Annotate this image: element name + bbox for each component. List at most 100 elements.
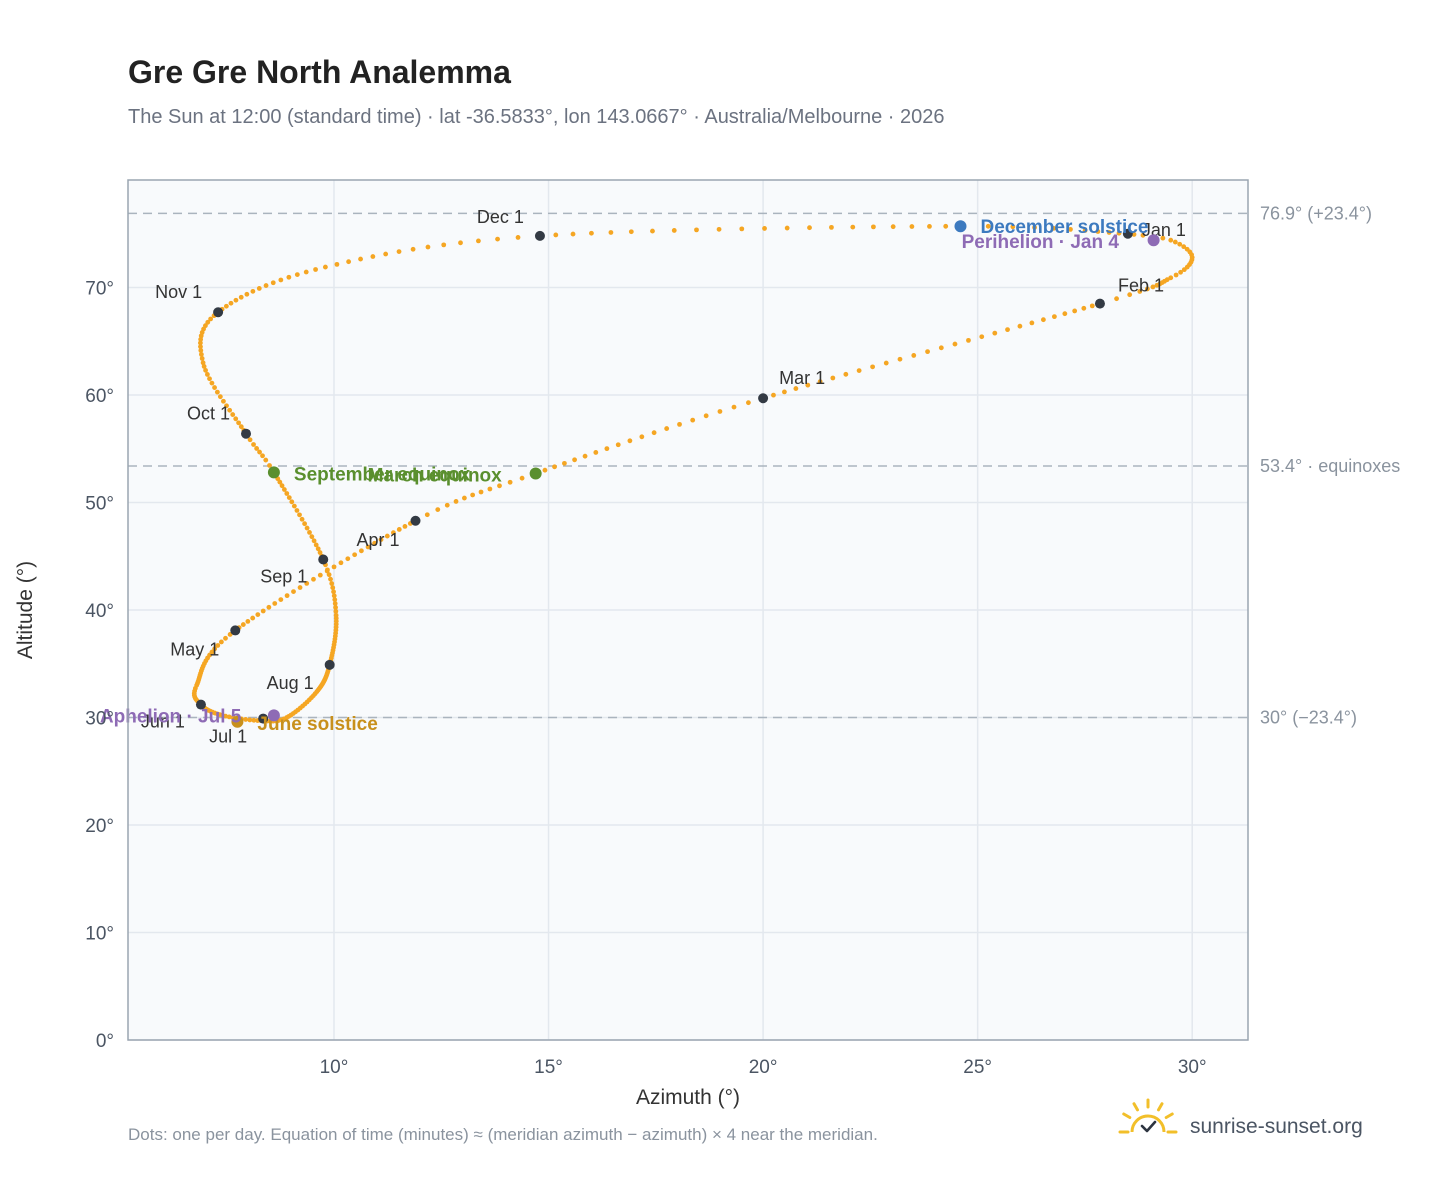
footnote: Dots: one per day. Equation of time (min… xyxy=(128,1125,878,1144)
daily-sun-dot xyxy=(384,533,390,539)
daily-sun-dot xyxy=(1114,296,1119,302)
daily-sun-dot xyxy=(240,622,246,627)
daily-sun-dot xyxy=(250,288,256,294)
daily-sun-dot xyxy=(911,353,917,358)
daily-sun-dot xyxy=(297,585,303,590)
daily-sun-dot xyxy=(570,231,576,237)
daily-sun-dot xyxy=(1150,284,1156,290)
month-markers: Jan 1 Feb 1 Mar 1 Apr 1 May 1 Jun 1 Jul 1 Aug 1… xyxy=(141,207,1186,747)
daily-sun-dot xyxy=(850,224,856,230)
daily-sun-dot xyxy=(830,375,836,381)
daily-sun-dot xyxy=(309,534,315,540)
daily-sun-dot xyxy=(223,713,229,719)
daily-sun-dot xyxy=(313,542,319,548)
daily-sun-dot xyxy=(297,512,302,518)
month-label: Aug 1 xyxy=(267,673,314,693)
daily-sun-dot xyxy=(871,224,876,230)
daily-sun-dot xyxy=(927,223,932,229)
y-axis-label: Altitude (°) xyxy=(14,561,37,659)
daily-sun-dot xyxy=(664,426,670,431)
daily-sun-dot xyxy=(358,256,363,262)
daily-sun-dot xyxy=(739,226,745,232)
y-axis-ticks: 0° 10° 20° 30° 40° 50° 60° 70° xyxy=(85,279,114,1053)
daily-sun-dot xyxy=(331,589,336,595)
daily-sun-dot xyxy=(345,556,351,562)
daily-sun-dot xyxy=(628,229,634,235)
daily-sun-dot xyxy=(304,525,310,531)
daily-sun-dot xyxy=(793,386,799,391)
daily-sun-dot xyxy=(328,576,333,582)
daily-sun-dot xyxy=(204,372,210,377)
daily-sun-dot xyxy=(334,261,340,267)
month-marker xyxy=(758,393,769,404)
daily-sun-dot xyxy=(992,330,998,336)
daily-sun-dot xyxy=(278,277,284,283)
daily-sun-dot xyxy=(332,597,338,603)
daily-sun-dot xyxy=(207,376,212,382)
sun-ray xyxy=(1157,1102,1164,1112)
daily-sun-dot xyxy=(938,345,944,351)
daily-sun-dot xyxy=(233,416,239,422)
daily-sun-dot xyxy=(1082,228,1088,233)
daily-sun-dot xyxy=(1181,267,1187,273)
daily-sun-dot xyxy=(263,283,269,288)
daily-sun-dot xyxy=(256,286,262,291)
daily-sun-dot xyxy=(615,442,621,448)
daily-sun-dot xyxy=(703,413,709,419)
daily-sun-dot xyxy=(250,615,256,621)
daily-sun-dot xyxy=(1095,229,1101,234)
event-label: March equinox xyxy=(368,465,503,486)
daily-sun-dot xyxy=(771,392,776,398)
daily-sun-dot xyxy=(1137,289,1143,294)
daily-sun-dot xyxy=(453,499,459,504)
month-label: Jun 1 xyxy=(141,712,185,732)
daily-sun-dot xyxy=(1178,269,1183,275)
daily-sun-dot xyxy=(224,403,229,409)
daily-sun-dot xyxy=(212,385,217,390)
daily-sun-dot xyxy=(396,249,402,255)
y-tick-label: 70° xyxy=(85,279,114,300)
event-label: December solstice xyxy=(980,217,1148,238)
daily-sun-dot xyxy=(317,550,323,555)
daily-sun-dot xyxy=(651,430,657,436)
daily-sun-dot xyxy=(1062,311,1068,317)
daily-sun-dot xyxy=(694,227,699,233)
daily-sun-dot xyxy=(338,560,344,566)
daily-sun-dot xyxy=(251,442,256,447)
x-tick-label: 10° xyxy=(320,1057,349,1078)
event-marker xyxy=(954,220,967,233)
daily-sun-dot xyxy=(330,585,336,591)
daily-sun-dot xyxy=(251,717,257,723)
y-tick-label: 10° xyxy=(85,924,114,945)
month-label: Jul 1 xyxy=(209,727,247,747)
daily-sun-dot xyxy=(244,291,250,297)
y-tick-label: 0° xyxy=(96,1031,114,1052)
daily-sun-dot xyxy=(604,446,610,452)
daily-sun-dot xyxy=(1131,232,1137,237)
daily-sun-dot xyxy=(410,246,416,252)
chart-title: Gre Gre North Analemma xyxy=(128,54,511,90)
x-axis-label: Azimuth (°) xyxy=(636,1086,740,1109)
event-marker xyxy=(529,467,542,480)
brand-name: sunrise-sunset.org xyxy=(1190,1115,1363,1138)
daily-sun-dot xyxy=(238,294,244,300)
event-label: Perihelion · Jan 4 xyxy=(962,232,1120,253)
daily-sun-dot xyxy=(254,446,260,451)
brand-logo xyxy=(1118,1098,1178,1134)
event-marker xyxy=(231,715,244,728)
daily-sun-dot xyxy=(217,394,223,400)
daily-sun-dot xyxy=(311,538,317,544)
daily-sun-dot xyxy=(582,453,588,459)
month-marker xyxy=(213,307,224,318)
daily-sun-dot xyxy=(1068,226,1073,232)
month-marker xyxy=(1122,228,1133,239)
daily-sun-dot xyxy=(329,581,335,586)
daily-sun-dot xyxy=(542,467,548,473)
daily-sun-dot xyxy=(267,463,272,468)
daily-sun-dot xyxy=(444,502,450,508)
daily-sun-dot xyxy=(277,479,283,485)
daily-sun-dot xyxy=(346,259,352,265)
daily-sun-dot xyxy=(223,635,228,641)
y-tick-label: 30° xyxy=(85,709,114,730)
